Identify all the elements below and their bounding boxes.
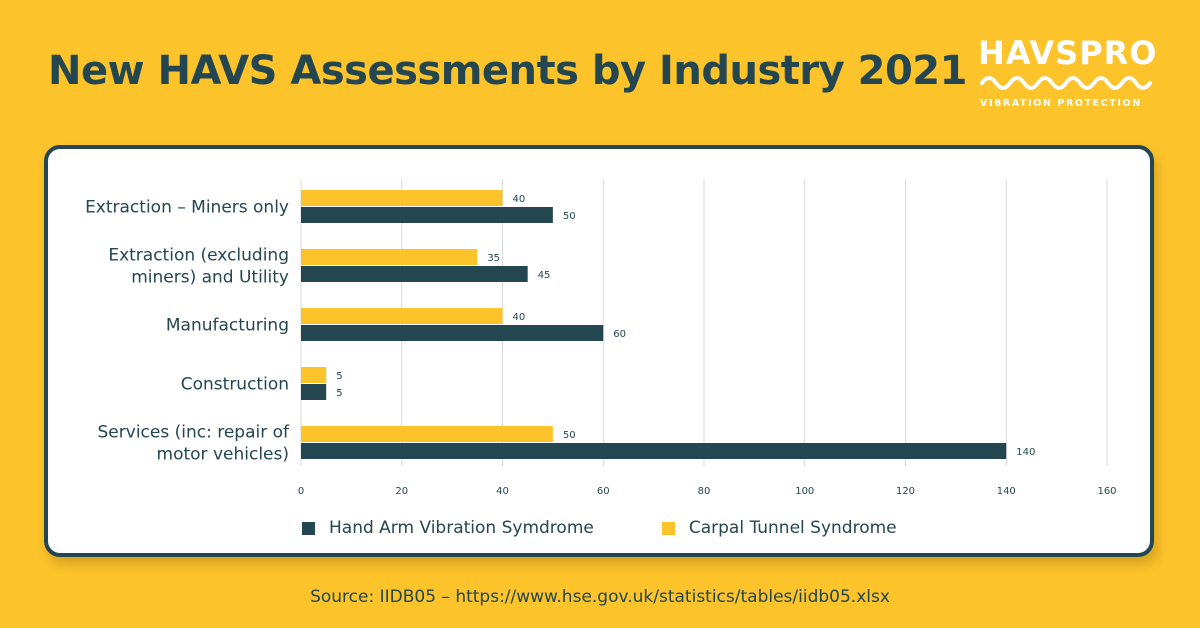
- bar-carpal-0: [301, 190, 503, 206]
- category-label-1-line-0: Extraction (excluding: [108, 246, 289, 266]
- category-label-4-line-1: motor vehicles): [157, 445, 289, 465]
- x-tick-label-60: 60: [597, 486, 610, 497]
- data-label-carpal-2: 40: [513, 312, 526, 323]
- logo-wordmark: HAVSPRO: [978, 34, 1158, 72]
- bar-havs-2: [301, 325, 604, 341]
- bar-carpal-2: [301, 308, 503, 324]
- legend-item-havs: Hand Arm Vibration Symdrome: [302, 518, 594, 538]
- legend-swatch-havs: [302, 521, 315, 535]
- x-tick-label-80: 80: [698, 486, 711, 497]
- category-label-3: Construction: [181, 375, 289, 395]
- legend-label-havs: Hand Arm Vibration Symdrome: [329, 518, 594, 538]
- bar-havs-4: [301, 443, 1007, 459]
- x-tick-label-100: 100: [795, 486, 814, 497]
- havspro-logo: HAVSPRO VIBRATION PROTECTION: [978, 34, 1158, 116]
- bar-havs-0: [301, 207, 553, 223]
- logo-tagline: VIBRATION PROTECTION: [980, 98, 1142, 109]
- legend-label-carpal: Carpal Tunnel Syndrome: [688, 518, 897, 538]
- bar-havs-3: [301, 384, 327, 400]
- data-label-carpal-1: 35: [487, 253, 500, 264]
- legend-item-carpal: Carpal Tunnel Syndrome: [661, 518, 897, 538]
- bar-chart: 0 20 40 60 80 100 120 140 160 40 50 Extraction – Mi…: [85, 179, 1117, 497]
- data-label-havs-3: 5: [336, 388, 342, 399]
- source-citation: Source: IIDB05 – https://www.hse.gov.uk/…: [310, 587, 890, 607]
- x-tick-label-0: 0: [298, 486, 304, 497]
- data-label-carpal-3: 5: [336, 371, 342, 382]
- page-title: New HAVS Assessments by Industry 2021: [48, 48, 967, 94]
- chart-card: 0 20 40 60 80 100 120 140 160 40 50 Extraction – Mi…: [44, 145, 1154, 557]
- data-label-carpal-0: 40: [513, 194, 526, 205]
- x-tick-label-160: 160: [1097, 486, 1116, 497]
- category-label-2: Manufacturing: [166, 316, 289, 336]
- bar-havs-1: [301, 266, 528, 282]
- data-label-havs-4: 140: [1016, 447, 1035, 458]
- x-tick-label-20: 20: [395, 486, 408, 497]
- data-label-carpal-4: 50: [563, 430, 576, 441]
- data-label-havs-0: 50: [563, 211, 576, 222]
- wave-icon: [980, 76, 1152, 90]
- category-label-1-line-1: miners) and Utility: [131, 268, 289, 288]
- category-label-4-line-0: Services (inc: repair of: [98, 423, 290, 443]
- legend-swatch-carpal: [661, 521, 675, 535]
- x-tick-label-140: 140: [997, 486, 1016, 497]
- x-tick-label-40: 40: [496, 486, 509, 497]
- data-label-havs-1: 45: [538, 270, 551, 281]
- bar-carpal-1: [301, 249, 478, 265]
- chart-legend: Hand Arm Vibration Symdrome Carpal Tunne…: [302, 518, 897, 538]
- x-tick-label-120: 120: [896, 486, 915, 497]
- bar-carpal-3: [301, 367, 327, 383]
- category-label-0: Extraction – Miners only: [85, 198, 289, 218]
- bar-carpal-4: [301, 426, 553, 442]
- data-label-havs-2: 60: [613, 329, 626, 340]
